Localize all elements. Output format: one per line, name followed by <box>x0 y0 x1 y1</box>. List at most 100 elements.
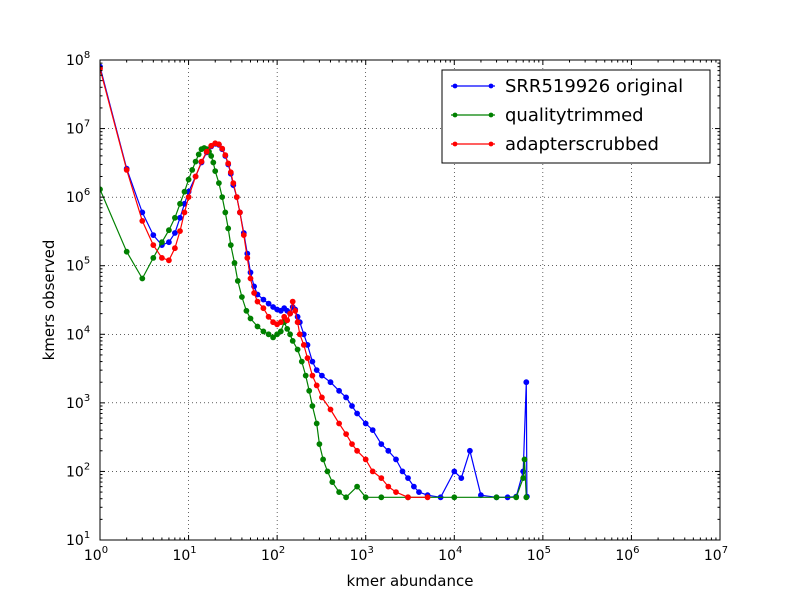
x-tick-label-exponent: 4 <box>456 545 462 556</box>
legend: SRR519926 original qualitytrimmed adapters… <box>441 69 711 164</box>
data-point <box>385 483 392 490</box>
data-point <box>327 406 334 413</box>
data-point <box>349 441 355 448</box>
plot-series <box>100 63 530 501</box>
y-tick-label-base: 10 <box>66 396 84 412</box>
data-point <box>424 494 431 501</box>
data-point <box>284 326 291 332</box>
data-point <box>254 298 261 305</box>
data-point <box>260 328 267 335</box>
data-point <box>212 168 219 175</box>
data-point <box>300 342 307 348</box>
data-point <box>309 372 316 379</box>
data-point <box>230 180 237 187</box>
data-point <box>185 194 192 201</box>
data-point <box>320 456 327 463</box>
data-point <box>100 65 103 72</box>
data-point <box>343 394 350 401</box>
data-point <box>324 468 331 475</box>
y-tick-label-base: 10 <box>66 53 84 69</box>
y-tick-label-exponent: 3 <box>84 393 90 404</box>
legend-label: qualitytrimmed <box>505 105 644 126</box>
data-point <box>513 494 520 501</box>
data-point <box>243 307 250 314</box>
y-tick-label-exponent: 2 <box>84 461 90 472</box>
x-tick-label: 100 <box>84 545 108 564</box>
x-tick-label-base: 10 <box>527 548 545 564</box>
data-point <box>166 257 172 264</box>
x-tick-label: 107 <box>704 545 728 564</box>
data-point <box>378 475 385 482</box>
data-point <box>208 142 215 149</box>
y-tick-label-exponent: 7 <box>84 119 90 130</box>
data-point <box>399 468 406 475</box>
data-point <box>306 387 313 394</box>
y-tick-label: 102 <box>66 461 90 480</box>
x-tick-label: 103 <box>350 545 374 564</box>
data-point <box>177 228 183 235</box>
y-tick-label-base: 10 <box>66 464 84 480</box>
data-point <box>159 239 165 246</box>
data-point <box>227 242 234 249</box>
data-point <box>225 160 232 167</box>
data-point <box>219 145 226 152</box>
data-point <box>378 441 385 448</box>
data-point <box>150 242 157 249</box>
data-point <box>411 483 417 490</box>
data-point <box>316 441 323 448</box>
y-tick-label: 103 <box>66 393 90 412</box>
x-tick-label-exponent: 2 <box>279 545 285 556</box>
data-point <box>309 358 316 365</box>
data-point <box>181 188 188 195</box>
data-point <box>309 403 316 409</box>
legend-swatch-marker <box>488 83 494 89</box>
x-tick-label-base: 10 <box>84 548 102 564</box>
x-tick-label-base: 10 <box>172 548 190 564</box>
data-point <box>343 494 350 501</box>
y-axis-label: kmers observed <box>40 240 58 361</box>
data-point <box>362 456 369 463</box>
data-point <box>177 200 183 207</box>
data-point <box>247 315 254 322</box>
data-point <box>298 358 305 365</box>
data-point <box>210 159 217 166</box>
data-point <box>336 489 343 496</box>
data-point <box>239 294 245 300</box>
data-point <box>362 420 369 427</box>
legend-swatch-marker <box>488 112 494 118</box>
data-point <box>296 331 303 338</box>
data-point <box>231 260 238 266</box>
y-tick-label-base: 10 <box>66 190 84 206</box>
data-point <box>451 468 458 475</box>
data-point <box>393 489 399 496</box>
data-point <box>277 319 284 326</box>
y-tick-label-base: 10 <box>66 533 84 549</box>
data-point <box>369 427 376 434</box>
data-point <box>172 245 178 252</box>
data-point <box>159 255 165 261</box>
data-point <box>247 275 254 282</box>
legend-swatch-marker <box>452 112 458 118</box>
data-point <box>189 167 196 173</box>
y-tick-label: 107 <box>66 119 90 138</box>
x-tick-label-exponent: 3 <box>367 545 373 556</box>
data-point <box>284 317 291 324</box>
y-tick-label-exponent: 1 <box>84 530 90 541</box>
data-point <box>208 153 215 159</box>
series <box>100 145 530 501</box>
data-point <box>313 420 320 427</box>
data-point <box>139 218 146 224</box>
data-point <box>523 494 530 501</box>
data-point <box>319 394 325 401</box>
data-point <box>172 230 178 236</box>
data-point <box>222 209 229 216</box>
data-point <box>254 323 261 330</box>
data-point <box>385 447 392 454</box>
data-point <box>244 255 251 261</box>
legend-label: SRR519926 original <box>505 76 683 97</box>
data-point <box>304 355 311 362</box>
data-point <box>294 319 301 326</box>
data-point <box>265 300 272 307</box>
data-point <box>354 410 361 417</box>
